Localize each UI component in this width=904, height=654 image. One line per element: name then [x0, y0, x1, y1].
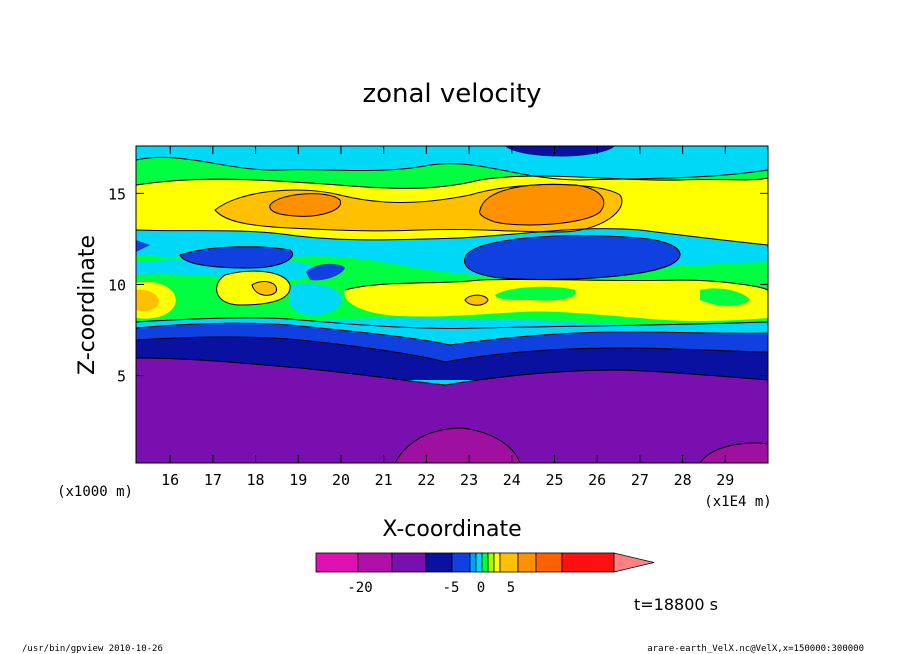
- x-tick-label: 16: [161, 471, 179, 489]
- colorbar-swatch: [535, 552, 563, 573]
- y-unit-label: (x1000 m): [57, 484, 133, 500]
- x-tick-label: 22: [417, 471, 435, 489]
- min-cell-right: [700, 443, 768, 463]
- colorbar-tick-label: -20: [347, 580, 372, 596]
- x-tick-label: 24: [503, 471, 521, 489]
- min-cell-center: [395, 428, 520, 463]
- max-cell-left: [269, 193, 341, 217]
- band-purple: [136, 358, 768, 463]
- orange-left-edge: [136, 289, 159, 312]
- colorbar-ticks: -20 -5 0 5: [347, 580, 515, 596]
- contour-field: [136, 146, 768, 463]
- contour-lines: [136, 156, 768, 463]
- x-tick-label: 25: [545, 471, 563, 489]
- y-tick-label: 15: [108, 185, 126, 203]
- y-tick-label: 10: [108, 276, 126, 294]
- x-axis-ticks: 16 17 18 19 20 21 22 23 24 25 26 27 28 29: [161, 146, 734, 489]
- chart-title: zonal velocity: [362, 79, 541, 109]
- colorbar: [315, 552, 655, 573]
- orange-cell-small: [465, 295, 488, 306]
- blue-cell-2: [306, 263, 345, 281]
- band-top-cyan: [136, 146, 768, 171]
- colorbar-swatch: [499, 552, 519, 573]
- y-tick-label: 5: [117, 368, 126, 386]
- colorbar-swatch: [493, 552, 501, 573]
- colorbar-swatch: [451, 552, 471, 573]
- time-label: t=18800 s: [634, 595, 718, 614]
- orange-cell-left: [252, 281, 277, 296]
- colorbar-swatch: [481, 552, 489, 573]
- colorbar-swatch: [487, 552, 495, 573]
- colorbar-swatch: [475, 552, 483, 573]
- colorbar-swatch: [315, 552, 359, 573]
- y-axis-ticks: 5 10 15: [108, 185, 768, 386]
- x-tick-label: 23: [460, 471, 478, 489]
- max-cell-right: [479, 184, 604, 225]
- top-min-patch: [505, 146, 615, 157]
- colorbar-swatch: [561, 552, 615, 573]
- green-cut: [495, 286, 576, 301]
- x-tick-label: 17: [204, 471, 222, 489]
- x-tick-label: 28: [674, 471, 692, 489]
- blue-cell-3: [464, 235, 680, 280]
- x-tick-label: 19: [289, 471, 307, 489]
- y-axis-label: Z-coordinate: [75, 235, 100, 375]
- colorbar-tick-label: -5: [443, 580, 460, 596]
- green-cut-right: [700, 288, 750, 306]
- footer-left: /usr/bin/gpview 2010-10-26: [22, 644, 163, 654]
- blue-cell-edge: [136, 240, 150, 252]
- colorbar-tick-label: 5: [507, 580, 515, 596]
- x-tick-label: 26: [588, 471, 606, 489]
- footer-right: arare-earth_VelX.nc@VelX,x=150000:300000: [647, 644, 864, 654]
- cyan-cut-mid: [290, 283, 342, 316]
- colorbar-swatch: [357, 552, 393, 573]
- x-tick-label: 21: [375, 471, 393, 489]
- colorbar-swatch: [425, 552, 453, 573]
- colorbar-arrow: [613, 552, 655, 573]
- x-tick-label: 27: [631, 471, 649, 489]
- x-tick-label: 29: [716, 471, 734, 489]
- blue-cell-1: [180, 246, 293, 268]
- plot-frame: [135, 145, 769, 464]
- band-yellow-lower: [344, 279, 768, 321]
- colorbar-swatch: [391, 552, 427, 573]
- colorbar-tick-label: 0: [477, 580, 485, 596]
- x-tick-label: 20: [332, 471, 350, 489]
- x-unit-label: (x1E4 m): [704, 494, 771, 510]
- colorbar-swatch: [469, 552, 477, 573]
- x-tick-label: 18: [247, 471, 265, 489]
- colorbar-swatch: [517, 552, 537, 573]
- x-axis-label: X-coordinate: [382, 517, 521, 542]
